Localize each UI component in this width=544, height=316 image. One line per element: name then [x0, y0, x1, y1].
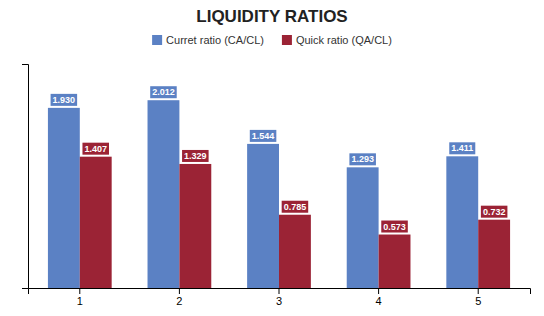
data-label-bg: [481, 206, 508, 218]
title: LIQUIDITY RATIOS: [196, 7, 347, 26]
x-tick-mark: [279, 288, 280, 294]
data-label-group: 1.407: [82, 143, 109, 155]
legend-label: Quick ratio (QA/CL): [296, 34, 392, 46]
legend: Curret ratio (CA/CL) Quick ratio (QA/CL): [152, 34, 392, 46]
bar: [446, 156, 478, 288]
data-label-bg: [449, 142, 475, 154]
data-label-group: 1.329: [182, 150, 209, 162]
data-label: 0.573: [383, 222, 406, 232]
bar: [478, 220, 510, 288]
x-tick: 3: [276, 288, 282, 307]
data-label: 1.411: [451, 143, 473, 153]
data-label: 1.544: [252, 131, 275, 141]
legend-swatch: [152, 35, 162, 45]
legend-swatch: [282, 35, 292, 45]
data-label: 1.293: [351, 154, 374, 164]
data-label-bg: [51, 94, 78, 106]
data-label: 2.012: [152, 87, 175, 97]
x-tick-mark: [478, 288, 479, 294]
data-labels: 1.930 2.012 1.544 1.293 1.411 1.407 1.329 0.785…: [51, 86, 508, 232]
data-label: 1.329: [184, 151, 207, 161]
bar: [179, 164, 211, 288]
x-tick-label: 3: [276, 295, 282, 307]
data-label-group: 0.732: [481, 206, 508, 218]
chart: LIQUIDITY RATIOS Curret ratio (CA/CL) Quic…: [0, 0, 544, 316]
bar: [80, 157, 112, 288]
data-label-bg: [250, 130, 277, 142]
data-label: 1.930: [53, 95, 76, 105]
data-label-bg: [150, 86, 177, 98]
bar-series: [80, 157, 510, 288]
bar: [379, 235, 411, 288]
bar: [347, 167, 379, 288]
legend-item: Curret ratio (CA/CL): [152, 34, 264, 46]
bar: [247, 144, 279, 288]
bars: [48, 100, 510, 288]
x-axis: 1 2 3 4 5: [29, 288, 531, 307]
data-label-group: 2.012: [150, 86, 177, 98]
x-tick-mark: [378, 288, 379, 294]
data-label: 0.732: [483, 207, 506, 217]
data-label: 0.785: [284, 202, 307, 212]
data-label-bg: [82, 143, 109, 155]
legend-label: Curret ratio (CA/CL): [166, 34, 264, 46]
x-tick-mark: [79, 288, 80, 294]
data-label: 1.407: [84, 144, 107, 154]
data-label-group: 1.411: [449, 142, 475, 154]
x-tick-label: 2: [176, 295, 182, 307]
data-label-bg: [182, 150, 209, 162]
legend-item: Quick ratio (QA/CL): [282, 34, 392, 46]
x-tick: 1: [77, 288, 83, 307]
x-tick: 5: [475, 288, 481, 307]
data-label-group: 0.573: [381, 221, 408, 233]
bar: [148, 100, 180, 288]
data-label-group: 1.544: [250, 130, 277, 142]
data-label-group: 1.293: [349, 153, 376, 165]
x-axis-line: [29, 289, 531, 295]
data-label-group: 0.785: [282, 201, 309, 213]
x-tick-label: 1: [77, 295, 83, 307]
data-label-group: 1.930: [51, 94, 78, 106]
data-label-bg: [349, 153, 376, 165]
y-axis: [22, 65, 29, 289]
bar-series: [48, 100, 478, 288]
data-label-bg: [381, 221, 408, 233]
x-tick: 4: [376, 288, 382, 307]
bar: [48, 108, 80, 288]
bar: [279, 215, 311, 288]
x-tick-label: 4: [376, 295, 382, 307]
y-axis-line: [22, 65, 29, 289]
x-tick-label: 5: [475, 295, 481, 307]
data-label-bg: [282, 201, 309, 213]
x-tick-mark: [179, 288, 180, 294]
x-tick: 2: [176, 288, 182, 307]
